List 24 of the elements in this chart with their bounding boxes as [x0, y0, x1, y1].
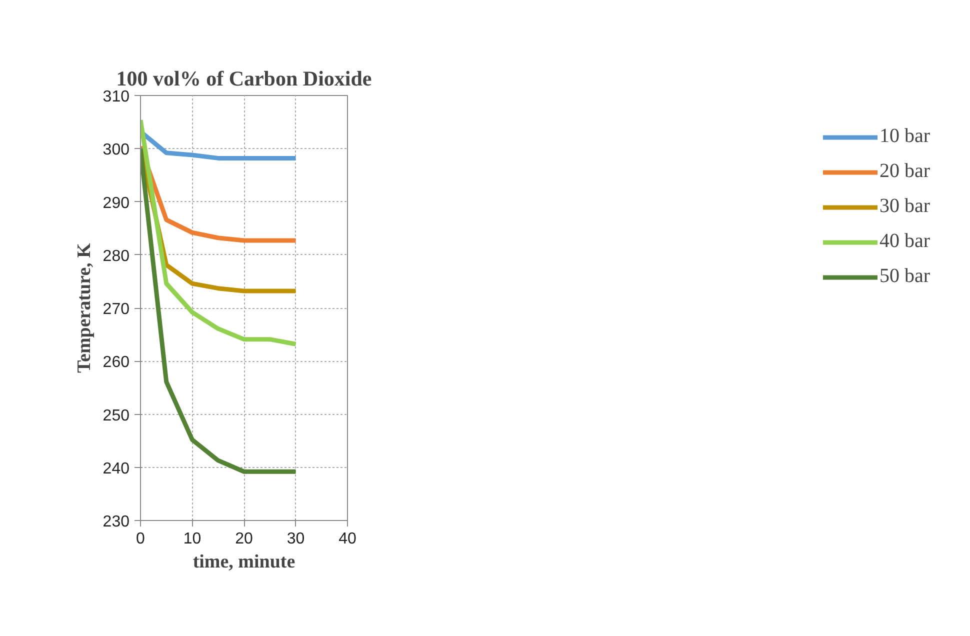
y-tick-label: 240 [102, 460, 130, 478]
x-tick-label: 10 [183, 530, 202, 548]
y-tick-label: 280 [102, 248, 130, 265]
x-tick-label: 20 [235, 530, 253, 548]
y-tick-label: 290 [102, 194, 130, 212]
x-tick-label: 40 [338, 530, 356, 548]
legend-label: 10 bar [879, 125, 930, 148]
y-tick-label: 230 [102, 514, 130, 530]
legend-label: 20 bar [879, 160, 930, 183]
y-tick-label: 310 [102, 88, 130, 106]
y-tick-label: 260 [102, 354, 130, 372]
line-series [140, 118, 298, 346]
legend-label: 40 bar [879, 230, 930, 253]
x-tick-label: 0 [136, 530, 146, 548]
y-tick-label: 250 [102, 407, 130, 424]
line-series [140, 146, 298, 474]
y-tick-label: 270 [102, 301, 130, 318]
y-axis-title: Temperature, K [74, 242, 95, 373]
x-axis-title: time, minute [192, 552, 296, 572]
chart-title: 100 vol% of Carbon Dioxide [116, 66, 372, 90]
y-tick-label: 300 [102, 142, 130, 159]
legend-label: 50 bar [879, 265, 930, 288]
legend-label: 30 bar [879, 195, 930, 218]
x-tick-label: 30 [286, 530, 305, 548]
